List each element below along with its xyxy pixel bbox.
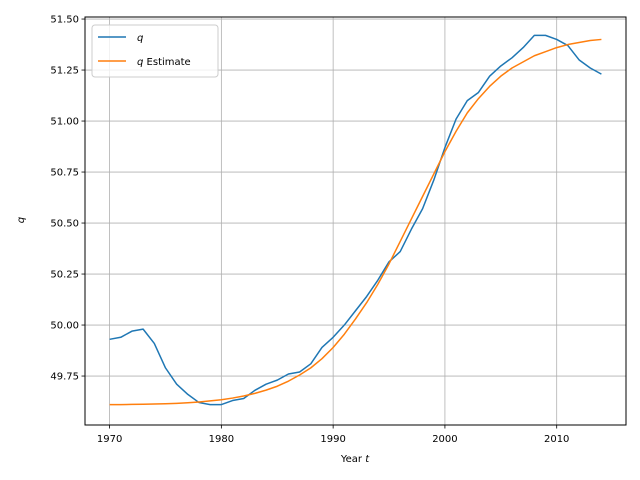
x-tick-label: 1970 [97, 434, 122, 445]
x-axis-title: Year t [340, 454, 370, 465]
x-tick-label: 1990 [320, 434, 345, 445]
y-tick-label: 49.75 [50, 372, 79, 383]
x-tick-label: 1980 [209, 434, 234, 445]
x-tick-label: 2000 [432, 434, 457, 445]
legend-label-q: q [137, 33, 143, 44]
y-tick-label: 51.50 [50, 15, 79, 26]
y-axis-ticks: 49.75 50.00 50.25 50.50 50.75 51.00 51.25 51.50 [50, 15, 85, 383]
x-axis-ticks: 1970 1980 1990 2000 2010 [97, 425, 569, 445]
y-tick-label: 51.25 [50, 66, 79, 77]
y-axis-title: q [16, 217, 27, 223]
series-line-q [109, 34, 602, 406]
y-tick-label: 50.50 [50, 219, 79, 230]
x-tick-label: 2010 [544, 434, 569, 445]
legend: q q Estimate [91, 24, 219, 78]
legend-label-q-estimate: q Estimate [137, 57, 191, 68]
grid-lines [85, 17, 626, 425]
y-tick-label: 51.00 [50, 117, 79, 128]
y-tick-label: 50.25 [50, 270, 79, 281]
series-lines [109, 34, 602, 406]
x-axis-title-prefix: Year [340, 454, 363, 465]
legend-box [91, 24, 219, 78]
plot-frame [84, 16, 627, 426]
y-tick-label: 50.75 [50, 168, 79, 179]
x-axis-title-variable: t [365, 454, 370, 465]
series-line-q-estimate [109, 38, 602, 406]
y-tick-label: 50.00 [50, 321, 79, 332]
